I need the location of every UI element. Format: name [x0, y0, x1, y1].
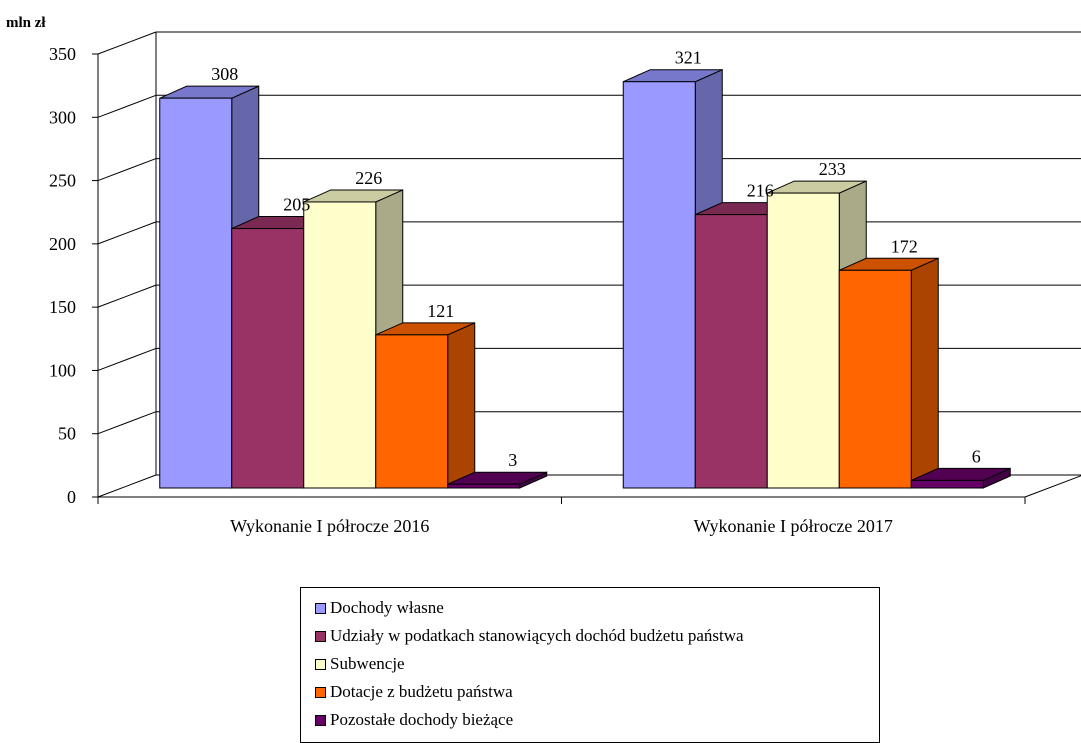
category-labels: Wykonanie I półrocze 2016 Wykonanie I pół…: [230, 516, 893, 536]
bar-chart: mln zł 0 50 100 150 200 250 300 350 308 205 226 12…: [6, 15, 1081, 536]
bar-side: [447, 322, 476, 489]
bar: [447, 471, 548, 489]
legend-item: Udziały w podatkach stanowiących dochód …: [315, 622, 879, 650]
grid-diagonal: [97, 94, 157, 118]
legend-swatch: [315, 686, 326, 698]
bar-value-label: 3: [508, 450, 517, 470]
y-tick-label: 250: [49, 171, 76, 191]
category-label: Wykonanie I półrocze 2017: [694, 516, 893, 536]
bar-value-label: 216: [747, 181, 774, 201]
bar: [910, 467, 1011, 489]
data-labels: 308 205 226 121 3 321 216 233 172 6: [211, 48, 981, 470]
bar: [375, 322, 476, 489]
bar-front: [766, 192, 840, 489]
grid-diagonal: [97, 411, 157, 435]
legend-swatch: [315, 630, 326, 642]
bar-value-label: 308: [211, 64, 238, 84]
y-tick-label: 50: [58, 424, 76, 444]
legend-item: Dotacje z budżetu państwa: [315, 678, 879, 706]
bar-front: [694, 214, 768, 489]
category-label: Wykonanie I półrocze 2016: [230, 516, 429, 536]
legend-item: Subwencje: [315, 650, 879, 678]
y-tick-label: 150: [49, 297, 76, 317]
legend-swatch: [315, 658, 326, 670]
grid-diagonal: [97, 221, 157, 245]
bar-side: [910, 257, 939, 489]
grid-diagonal: [97, 347, 157, 371]
bar-front: [159, 97, 233, 489]
legend-item: Dochody własne: [315, 594, 879, 622]
bar-front: [910, 479, 984, 489]
grid-diagonal: [97, 474, 157, 498]
bar-value-label: 321: [675, 48, 702, 68]
floor-right-edge: [1024, 475, 1081, 498]
legend-swatch: [315, 714, 326, 726]
legend-label: Udziały w podatkach stanowiących dochód …: [330, 626, 744, 645]
y-tick-label: 0: [67, 487, 76, 507]
bar-front: [231, 228, 305, 489]
legend-label: Dotacje z budżetu państwa: [330, 682, 513, 701]
bar-value-label: 233: [819, 159, 846, 179]
legend-label: Pozostałe dochody bieżące: [330, 710, 514, 729]
y-tick-label: 300: [49, 107, 76, 127]
bar-front: [375, 334, 449, 489]
legend-swatch: [315, 602, 326, 614]
bar-front: [303, 201, 377, 489]
legend-label: Subwencje: [330, 654, 405, 673]
legend: Dochody własne Udziały w podatkach stanow…: [300, 587, 880, 743]
y-tick-label: 350: [49, 44, 76, 64]
bar-front: [622, 81, 696, 489]
y-tick-label: 100: [49, 360, 76, 380]
bars: [159, 68, 1011, 489]
bar-value-label: 205: [283, 195, 310, 215]
unit-label: mln zł: [6, 15, 46, 31]
bar-front: [447, 483, 521, 489]
bar-value-label: 6: [972, 446, 981, 466]
bar-value-label: 226: [355, 168, 382, 188]
bar: [838, 257, 939, 489]
legend-label: Dochody własne: [330, 598, 444, 617]
grid-diagonal: [97, 158, 157, 182]
grid-diagonal: [97, 31, 157, 55]
y-tick-label: 200: [49, 234, 76, 254]
legend-item: Pozostałe dochody bieżące: [315, 706, 879, 734]
grid-diagonal: [97, 284, 157, 308]
bar-value-label: 121: [427, 301, 454, 321]
y-axis-ticks: 0 50 100 150 200 250 300 350: [49, 44, 1026, 507]
bar-value-label: 172: [891, 236, 918, 256]
bar-front: [838, 269, 912, 489]
